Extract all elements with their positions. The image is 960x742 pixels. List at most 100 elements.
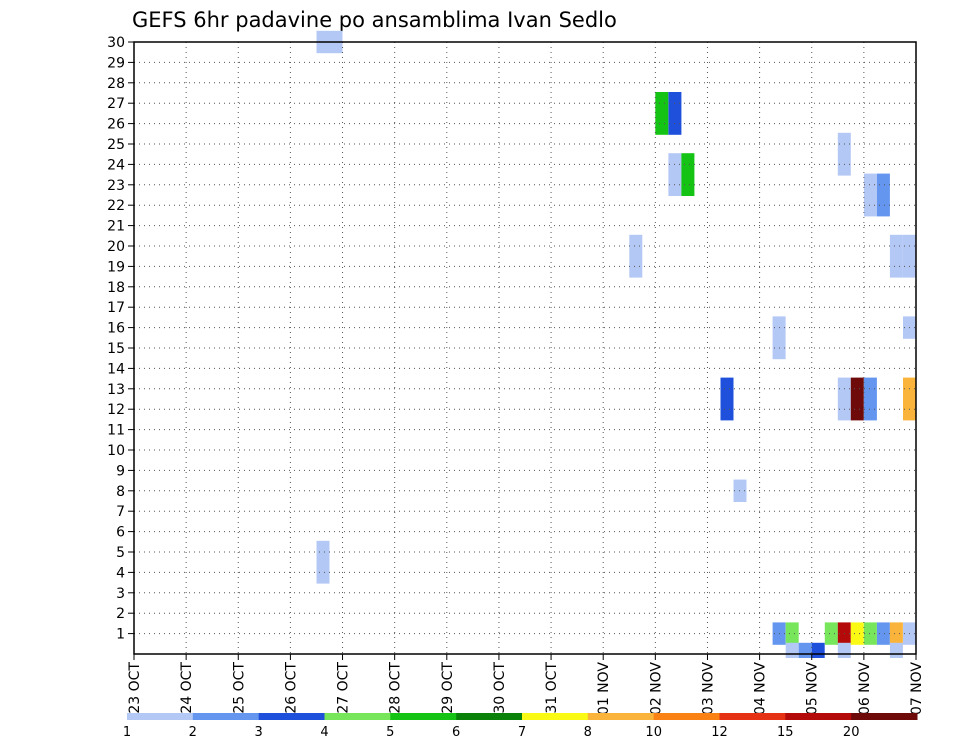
colorbar-swatch [127, 713, 194, 720]
y-tick-label: 19 [107, 259, 125, 275]
colorbar-swatch [324, 713, 391, 720]
x-tick-label: 24 OCT [179, 662, 195, 714]
precip-cell [837, 377, 851, 421]
precip-cell [863, 622, 877, 645]
precip-cell [785, 642, 799, 658]
precip-cell [681, 153, 695, 196]
precip-cell [316, 540, 330, 584]
x-tick-label: 26 OCT [283, 662, 299, 714]
y-tick-label: 16 [107, 321, 125, 337]
y-tick-label: 14 [107, 361, 125, 377]
precip-cell [785, 622, 799, 645]
precip-cell [720, 377, 734, 421]
colorbar-swatch [785, 713, 852, 720]
y-tick-label: 24 [107, 157, 125, 173]
y-tick-label: 1 [116, 627, 125, 643]
precip-cell [811, 642, 825, 658]
y-tick-label: 7 [116, 504, 125, 520]
y-tick-label: 22 [107, 198, 125, 214]
colorbar-label: 12 [711, 725, 728, 740]
y-tick-label: 4 [116, 565, 125, 581]
colorbar-label: 8 [584, 725, 592, 740]
precip-cells [316, 30, 916, 658]
precip-cell [876, 622, 890, 645]
precip-cell [655, 92, 669, 135]
precip-cell [850, 622, 864, 645]
colorbar-label: 3 [255, 725, 263, 740]
x-tick-label: 04 NOV [753, 662, 769, 716]
y-tick-label: 3 [116, 586, 125, 602]
x-tick-label: 02 NOV [648, 662, 664, 716]
precip-cell [668, 153, 682, 196]
y-tick-label: 9 [116, 463, 125, 479]
colorbar-label: 20 [843, 725, 860, 740]
colorbar-label: 5 [386, 725, 394, 740]
colorbar-swatch [851, 713, 918, 720]
y-tick-label: 15 [107, 341, 125, 357]
colorbar-swatch [719, 713, 786, 720]
y-tick-label: 13 [107, 382, 125, 398]
precip-cell [889, 234, 903, 278]
x-tick-label: 05 NOV [805, 662, 821, 716]
y-tick-label: 20 [107, 239, 125, 255]
axes: 1234567891011121314151617181920212223242… [107, 35, 925, 715]
y-tick-label: 10 [107, 443, 125, 459]
precip-cell [837, 132, 851, 176]
x-tick-label: 31 OCT [544, 662, 560, 714]
y-tick-label: 11 [107, 423, 125, 439]
y-tick-label: 6 [116, 525, 125, 541]
y-tick-label: 8 [116, 484, 125, 500]
x-tick-label: 29 OCT [440, 662, 456, 714]
grid-lines [134, 42, 916, 654]
precip-cell [863, 173, 877, 217]
y-tick-label: 2 [116, 606, 125, 622]
colorbar-legend: 1 2 3 4 5 6 7 8 10 12 15 20 [123, 713, 918, 740]
colorbar-label: 15 [777, 725, 794, 740]
precip-cell [889, 642, 903, 658]
precip-cell [629, 234, 643, 278]
y-tick-label: 26 [107, 117, 125, 133]
x-tick-label: 01 NOV [596, 662, 612, 716]
colorbar-swatch [258, 713, 325, 720]
y-tick-label: 21 [107, 219, 125, 235]
colorbar-swatch [456, 713, 523, 720]
x-tick-label: 28 OCT [388, 662, 404, 714]
colorbar-label: 4 [320, 725, 328, 740]
precip-cell [668, 92, 682, 135]
y-tick-label: 25 [107, 137, 125, 153]
x-tick-label: 30 OCT [492, 662, 508, 714]
y-tick-label: 27 [107, 96, 125, 112]
colorbar-swatch [522, 713, 589, 720]
precip-cell [772, 316, 786, 360]
colorbar-swatch [653, 713, 720, 720]
precip-cell [889, 622, 903, 645]
chart-title: GEFS 6hr padavine po ansamblima Ivan Sed… [132, 8, 617, 32]
precip-cell [837, 642, 851, 658]
y-tick-label: 23 [107, 178, 125, 194]
y-tick-label: 17 [107, 300, 125, 316]
colorbar-swatch [587, 713, 655, 720]
precip-cell [850, 377, 864, 421]
precip-cell [903, 234, 916, 278]
x-tick-label: 06 NOV [857, 662, 873, 716]
y-tick-label: 29 [107, 55, 125, 71]
precip-cell [903, 377, 916, 421]
precip-cell [863, 377, 877, 421]
y-tick-label: 12 [107, 402, 125, 418]
y-tick-label: 30 [107, 35, 125, 51]
x-tick-label: 25 OCT [231, 662, 247, 714]
precip-cell [824, 622, 838, 645]
y-tick-label: 5 [116, 545, 125, 561]
colorbar-label: 7 [518, 725, 526, 740]
colorbar-label: 2 [189, 725, 197, 740]
colorbar-swatch [192, 713, 260, 720]
colorbar-swatch [390, 713, 457, 720]
colorbar-label: 10 [645, 725, 662, 740]
precip-cell [798, 642, 812, 658]
x-tick-label: 03 NOV [700, 662, 716, 716]
x-tick-label: 07 NOV [909, 662, 925, 716]
colorbar-label: 6 [452, 725, 460, 740]
x-tick-label: 27 OCT [336, 662, 352, 714]
colorbar-label: 1 [123, 725, 131, 740]
